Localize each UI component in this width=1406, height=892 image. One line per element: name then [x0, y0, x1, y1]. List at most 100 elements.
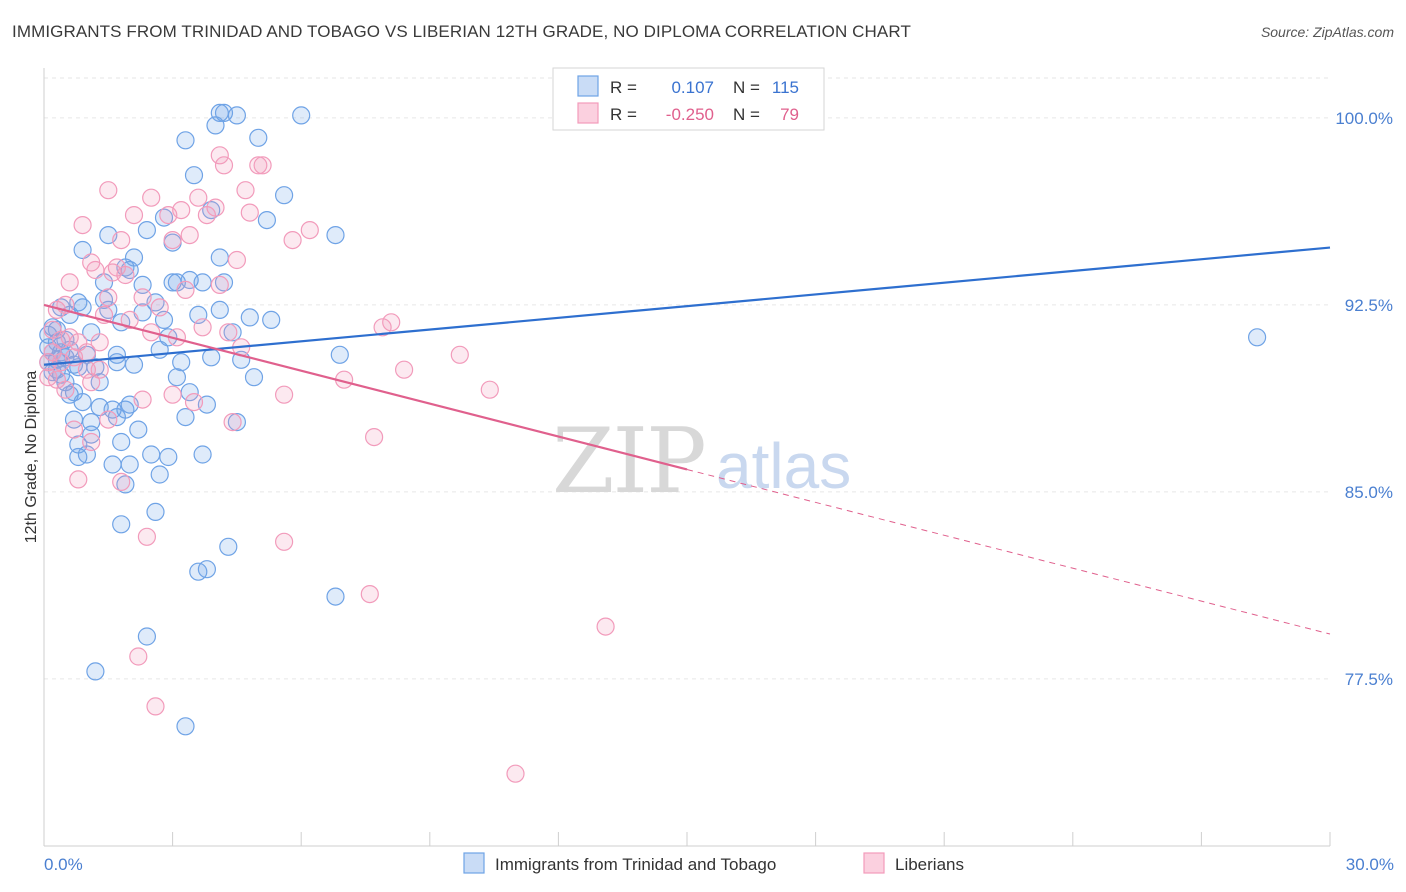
trinidad-point	[262, 310, 281, 329]
liberian-point	[116, 265, 135, 285]
liberian-point	[133, 390, 152, 409]
trinidad-point	[159, 447, 178, 467]
trinidad-point	[227, 413, 246, 432]
liberian-point	[210, 146, 229, 165]
liberian-trend-line	[43, 303, 688, 471]
stats-legend-box: R = 0.107 N = 115 R = -0.250 N = 79	[552, 67, 825, 131]
trinidad-point	[112, 432, 131, 452]
watermark-atlas: atlas	[716, 430, 851, 502]
trinidad-point	[146, 502, 165, 521]
trinidad-point	[107, 345, 127, 364]
stats-swatch-pink	[577, 102, 599, 124]
trinidad-point	[292, 106, 311, 125]
liberian-point	[60, 328, 79, 347]
trinidad-point	[257, 211, 276, 230]
liberian-point	[249, 156, 268, 175]
liberian-point	[219, 323, 238, 342]
trinidad-point	[330, 345, 349, 364]
liberian-point	[146, 697, 165, 716]
liberian-point	[300, 221, 319, 240]
trinidad-point	[137, 221, 156, 240]
legend-swatch-liberian	[863, 852, 885, 874]
trinidad-point	[227, 106, 246, 125]
chart-title: IMMIGRANTS FROM TRINIDAD AND TOBAGO VS L…	[12, 22, 911, 41]
trinidad-point	[1247, 328, 1267, 347]
stats-r-value-blue: 0.107	[671, 78, 714, 97]
liberian-point	[137, 527, 156, 546]
y-axis-title: 12th Grade, No Diploma	[23, 371, 40, 544]
liberian-point	[150, 298, 169, 317]
liberian-point	[99, 181, 118, 200]
trinidad-point	[249, 128, 268, 147]
trinidad-point	[240, 308, 259, 327]
liberian-point	[382, 313, 401, 332]
trinidad-point	[197, 560, 216, 579]
trinidad-point	[86, 662, 105, 681]
liberian-point	[365, 428, 384, 447]
trinidad-point	[82, 413, 101, 432]
liberian-point	[275, 385, 294, 404]
trinidad-point	[120, 455, 139, 474]
liberian-point	[176, 280, 195, 299]
liberian-point	[180, 226, 199, 245]
liberian-point	[163, 385, 182, 404]
y-tick-label: 85.0%	[1345, 483, 1393, 502]
liberian-point	[236, 181, 255, 200]
trinidad-point	[124, 355, 144, 374]
y-axis-tick-labels: 77.5% 85.0% 92.5% 100.0%	[1335, 109, 1393, 689]
liberian-point	[64, 420, 84, 439]
trinidad-point	[219, 537, 238, 556]
liberian-point	[82, 373, 101, 392]
trinidad-point	[210, 248, 229, 267]
stats-r-value-pink: -0.250	[666, 105, 714, 124]
trinidad-point	[275, 186, 294, 205]
source-credit: Source: ZipAtlas.com	[1260, 24, 1394, 40]
stats-swatch-blue	[577, 75, 599, 97]
stats-n-label-pink: N =	[733, 105, 760, 124]
legend-swatch-trinidad	[463, 852, 485, 874]
liberian-point	[142, 188, 161, 207]
y-tick-label: 100.0%	[1335, 109, 1393, 128]
trinidad-point	[112, 515, 131, 534]
y-tick-label: 92.5%	[1345, 296, 1393, 315]
trinidad-point	[176, 131, 195, 150]
liberian-point	[120, 310, 139, 329]
liberian-point	[480, 380, 499, 399]
trinidad-point	[210, 300, 229, 319]
trinidad-point	[73, 240, 92, 260]
liberian-point	[39, 353, 58, 372]
watermark-zip: ZIP	[552, 409, 705, 514]
y-tick-label: 77.5%	[1345, 670, 1393, 689]
liberian-point	[90, 333, 109, 352]
trinidad-point	[137, 627, 156, 646]
stats-r-label-blue: R =	[610, 78, 637, 97]
liberian-point	[184, 393, 204, 412]
trinidad-point	[82, 425, 101, 444]
liberian-point	[124, 206, 144, 225]
liberian-point	[86, 260, 105, 280]
gridlines	[44, 77, 1330, 680]
liberian-point	[373, 318, 392, 337]
trinidad-point	[193, 273, 212, 292]
legend-label-trinidad: Immigrants from Trinidad and Tobago	[495, 855, 776, 874]
trinidad-point	[150, 465, 169, 484]
series-trinidad-points	[39, 103, 1267, 736]
stats-n-label-blue: N =	[733, 78, 760, 97]
liberian-point	[450, 345, 469, 364]
trinidad-point	[129, 420, 148, 439]
liberian-point	[227, 250, 246, 270]
liberian-point	[69, 470, 88, 489]
liberian-point	[60, 273, 79, 292]
trinidad-point	[172, 353, 191, 372]
liberian-point	[253, 156, 272, 175]
liberian-point	[172, 201, 191, 220]
trinidad-point	[326, 226, 345, 245]
stats-r-label-pink: R =	[610, 105, 637, 124]
liberian-point	[240, 203, 259, 222]
liberian-point	[189, 188, 208, 207]
liberian-point	[129, 647, 148, 666]
liberian-point	[82, 432, 101, 452]
liberian-point	[133, 288, 152, 307]
series-legend: Immigrants from Trinidad and Tobago Libe…	[463, 852, 964, 874]
series-liberian-points	[39, 146, 615, 783]
